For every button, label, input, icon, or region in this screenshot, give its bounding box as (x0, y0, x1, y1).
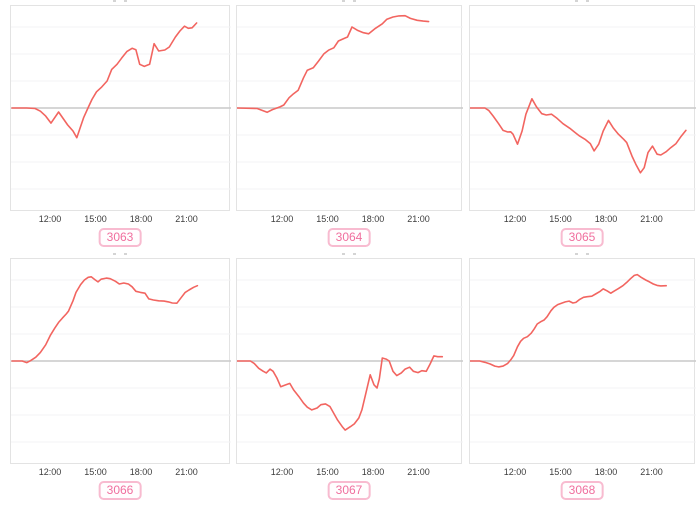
x-tick-label: 15:00 (84, 467, 107, 477)
chart-id-badge-3068[interactable]: 3068 (560, 481, 604, 500)
chart-panel-3066 (10, 258, 231, 464)
pnl-line-3067 (237, 355, 444, 431)
cropped-title-fragment (586, 0, 589, 2)
cropped-title-fragment (353, 0, 356, 2)
line-chart-svg-3067 (237, 279, 463, 443)
x-tick-label: 21:00 (175, 467, 198, 477)
x-tick-label: 12:00 (38, 214, 62, 224)
x-tick-label: 18:00 (361, 214, 385, 224)
chart-id-badge-3067[interactable]: 3067 (327, 481, 371, 500)
chart-panel-3064 (236, 5, 463, 211)
x-tick-label: 15:00 (316, 467, 339, 477)
x-tick-label: 15:00 (84, 214, 107, 224)
cropped-title-fragment (113, 253, 116, 255)
pnl-line-3065 (470, 98, 687, 174)
x-tick-label: 18:00 (594, 214, 618, 224)
cropped-title-fragment (342, 253, 345, 255)
x-tick-label: 21:00 (640, 214, 663, 224)
x-tick-label: 15:00 (549, 467, 572, 477)
cropped-title-fragment (575, 0, 578, 2)
x-tick-label: 18:00 (129, 467, 153, 477)
x-tick-label: 18:00 (594, 467, 618, 477)
line-chart-svg-3065 (470, 26, 696, 190)
x-tick-label: 21:00 (407, 214, 430, 224)
x-tick-label: 18:00 (129, 214, 153, 224)
x-tick-label: 12:00 (270, 467, 294, 477)
x-tick-label: 21:00 (640, 467, 663, 477)
chart-panel-3067 (236, 258, 463, 464)
x-tick-label: 21:00 (407, 467, 430, 477)
cropped-title-fragment (113, 0, 116, 2)
pnl-line-3066 (11, 275, 199, 364)
cropped-title-fragment (124, 253, 127, 255)
line-chart-svg-3064 (237, 14, 463, 190)
cropped-title-fragment (124, 0, 127, 2)
chart-id-badge-3066[interactable]: 3066 (98, 481, 142, 500)
x-tick-label: 12:00 (38, 467, 62, 477)
x-tick-label: 18:00 (361, 467, 385, 477)
chart-id-badge-3063[interactable]: 3063 (98, 228, 142, 247)
pnl-line-3068 (470, 273, 667, 368)
cropped-title-fragment (353, 253, 356, 255)
x-tick-label: 15:00 (549, 214, 572, 224)
chart-id-badge-3065[interactable]: 3065 (560, 228, 604, 247)
line-chart-svg-3068 (470, 273, 696, 443)
chart-id-badge-3064[interactable]: 3064 (327, 228, 371, 247)
pnl-line-3064 (237, 14, 430, 114)
chart-panel-3068 (469, 258, 696, 464)
x-tick-label: 21:00 (175, 214, 198, 224)
x-tick-label: 15:00 (316, 214, 339, 224)
x-tick-label: 12:00 (503, 214, 527, 224)
chart-panel-3063 (10, 5, 231, 211)
cropped-title-fragment (342, 0, 345, 2)
chart-panel-3065 (469, 5, 696, 211)
cropped-title-fragment (586, 253, 589, 255)
line-chart-svg-3063 (11, 22, 231, 190)
cropped-title-fragment (575, 253, 578, 255)
x-tick-label: 12:00 (270, 214, 294, 224)
x-tick-label: 12:00 (503, 467, 527, 477)
line-chart-svg-3066 (11, 275, 231, 443)
pnl-line-3063 (11, 22, 198, 139)
